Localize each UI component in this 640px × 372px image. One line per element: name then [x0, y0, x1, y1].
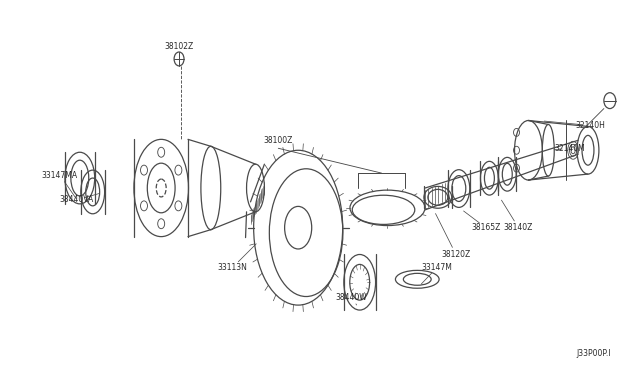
Text: 38100Z: 38100Z — [264, 136, 293, 145]
Text: 38120Z: 38120Z — [442, 250, 470, 259]
Text: 33147M: 33147M — [422, 263, 452, 272]
Text: 38140Z: 38140Z — [504, 223, 533, 232]
Text: 38440VA: 38440VA — [60, 195, 94, 204]
Text: 38102Z: 38102Z — [164, 42, 194, 51]
Text: 33113N: 33113N — [218, 263, 248, 272]
Text: 33147MA: 33147MA — [42, 171, 78, 180]
Text: J33P00P.I: J33P00P.I — [577, 349, 611, 358]
Text: 32140M: 32140M — [555, 144, 586, 153]
Text: 38165Z: 38165Z — [471, 223, 500, 232]
Text: 38440W: 38440W — [336, 293, 367, 302]
Text: 32140H: 32140H — [575, 121, 605, 130]
